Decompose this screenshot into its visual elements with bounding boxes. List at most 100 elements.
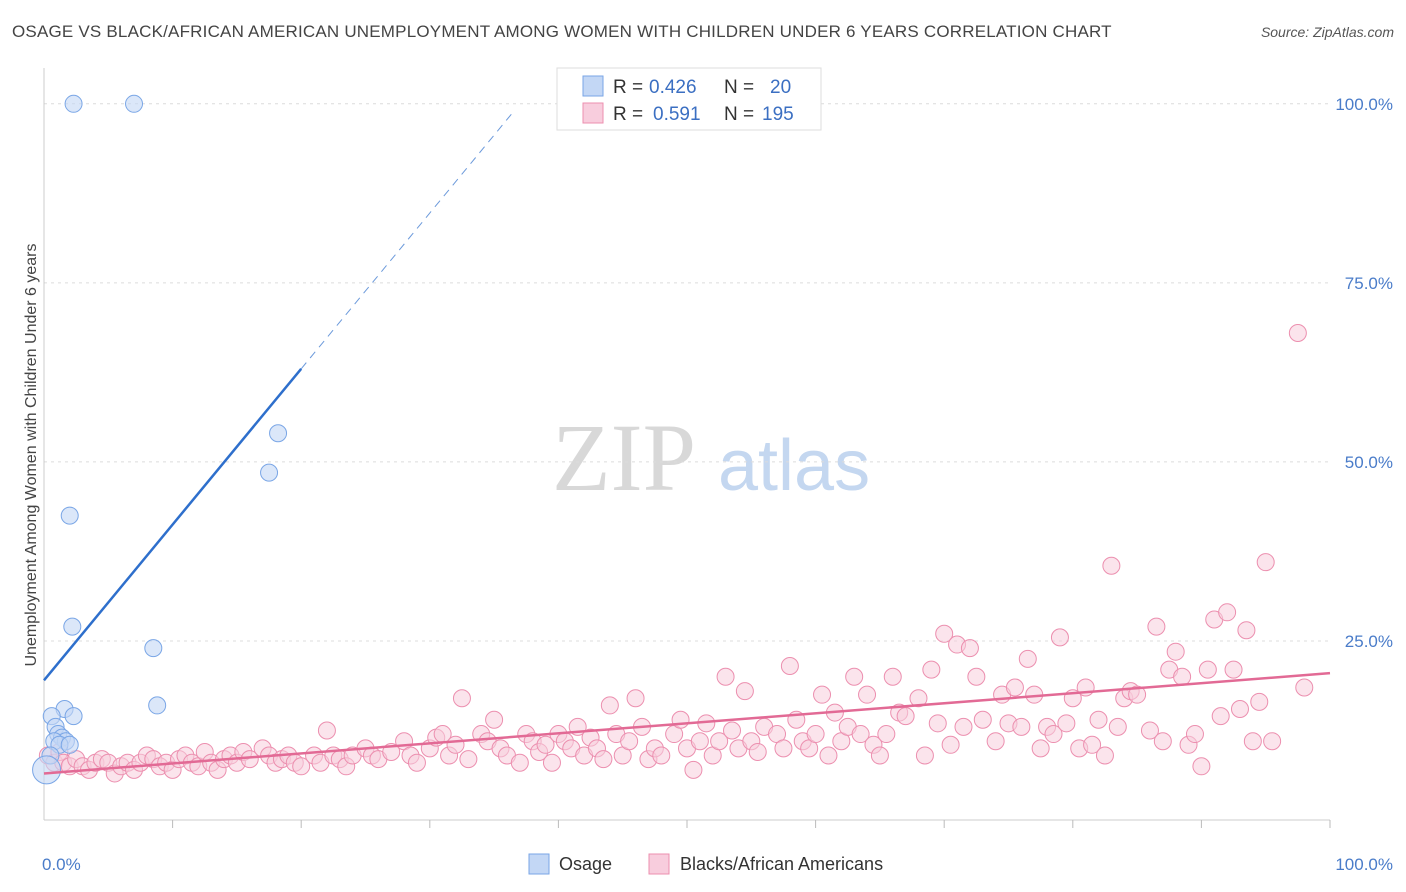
point-black-122 [883,667,902,686]
point-black-151 [1083,735,1102,754]
point-black-141 [1018,649,1037,668]
legend: R = 0.426 N = 20 R = 0.591 N = 195 [556,67,822,131]
point-black-178 [1263,732,1282,751]
point-black-39 [292,757,311,776]
x-tick-label-max: 100.0% [1335,855,1393,874]
point-black-70 [536,735,555,754]
axes [43,68,1331,828]
point-osage-2 [269,424,288,443]
y-tick-label-0: 25.0% [1345,632,1393,651]
point-black-171 [1218,603,1237,622]
point-osage-3 [260,463,279,482]
bottom-legend: Osage Blacks/African Americans [528,853,883,875]
point-black-161 [1153,732,1172,751]
point-black-167 [1192,757,1211,776]
point-black-84 [626,689,645,708]
point-black-120 [870,746,889,765]
point-black-128 [928,714,947,733]
point-black-155 [1108,717,1127,736]
bottom-legend-swatch-osage [528,853,550,875]
point-black-90 [671,710,690,729]
point-osage-4 [60,506,79,525]
legend-swatch-black [582,102,604,124]
point-black-143 [1031,739,1050,758]
bottom-legend-osage-label: Osage [559,854,612,874]
trend-osage-solid [43,368,303,682]
point-black-92 [684,760,703,779]
point-black-71 [542,753,561,772]
point-black-105 [774,739,793,758]
legend-osage-r-label: R = [613,77,643,98]
legend-black-n-label: N = [724,104,754,125]
y-axis-label: Unemployment Among Women with Children U… [23,243,40,666]
point-black-112 [819,746,838,765]
point-black-140 [1012,717,1031,736]
point-black-136 [986,732,1005,751]
point-black-180 [1295,678,1314,697]
point-black-125 [909,689,928,708]
bottom-legend-swatch-black [648,853,670,875]
point-black-179 [1288,323,1307,342]
point-osage-7 [148,696,167,715]
point-black-139 [1005,678,1024,697]
point-osage-5 [63,617,82,636]
point-osage-1 [125,94,144,113]
legend-black-r-label: R = [613,104,643,125]
point-black-59 [452,689,471,708]
watermark-atlas: atlas [718,426,870,506]
point-black-129 [935,624,954,643]
point-black-147 [1057,714,1076,733]
point-black-117 [851,725,870,744]
point-black-80 [600,696,619,715]
point-osage-0 [64,94,83,113]
point-black-127 [922,660,941,679]
point-black-97 [716,667,735,686]
point-black-121 [877,725,896,744]
point-black-177 [1256,553,1275,572]
point-black-163 [1166,642,1185,661]
legend-black-n-value: 195 [762,104,794,125]
point-black-116 [845,667,864,686]
point-black-111 [813,685,832,704]
point-black-106 [780,657,799,676]
y-tick-label-3: 100.0% [1335,95,1393,114]
point-osage-9 [64,707,83,726]
point-black-42 [317,721,336,740]
point-black-133 [960,639,979,658]
point-black-63 [485,710,504,729]
gridlines [44,103,1330,642]
point-black-102 [748,742,767,761]
point-black-58 [446,735,465,754]
point-black-146 [1050,628,1069,647]
point-black-158 [1128,685,1147,704]
point-black-126 [915,746,934,765]
point-black-172 [1224,660,1243,679]
point-black-135 [973,710,992,729]
point-black-132 [954,717,973,736]
point-black-124 [896,707,915,726]
point-black-83 [620,732,639,751]
chart-title: OSAGE VS BLACK/AFRICAN AMERICAN UNEMPLOY… [12,22,1112,41]
point-osage-19 [32,755,62,785]
point-black-98 [723,721,742,740]
point-black-170 [1211,707,1230,726]
point-black-175 [1243,732,1262,751]
point-black-100 [735,682,754,701]
point-osage-17 [60,735,79,754]
point-black-153 [1095,746,1114,765]
point-black-145 [1044,725,1063,744]
bottom-legend-black-label: Blacks/African Americans [680,854,883,874]
y-tick-labels: 25.0% 50.0% 75.0% 100.0% [1335,95,1393,651]
point-black-159 [1140,721,1159,740]
point-black-154 [1102,556,1121,575]
point-black-164 [1173,667,1192,686]
point-black-166 [1185,725,1204,744]
point-black-93 [690,732,709,751]
point-black-118 [858,685,877,704]
point-black-174 [1237,621,1256,640]
point-black-176 [1250,692,1269,711]
source-label: Source: ZipAtlas.com [1260,24,1394,40]
point-black-60 [459,750,478,769]
point-black-160 [1147,617,1166,636]
point-black-88 [652,746,671,765]
